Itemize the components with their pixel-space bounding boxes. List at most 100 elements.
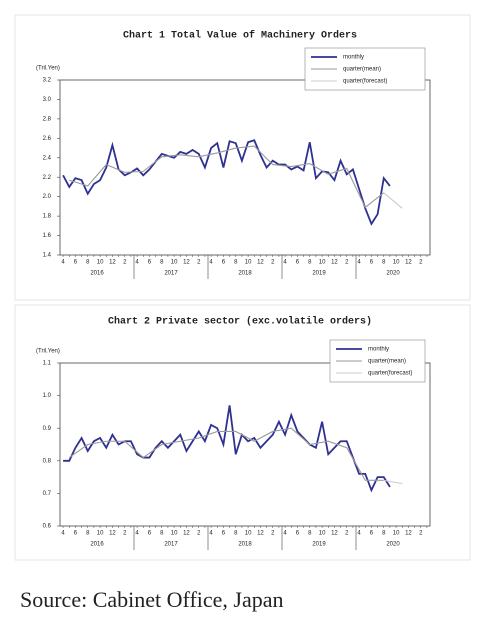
x-tick-label: 2 — [271, 531, 275, 537]
x-tick-label: 12 — [109, 531, 116, 537]
x-tick-label: 8 — [308, 260, 312, 266]
chart-title: Chart 2 Private sector (exc.volatile ord… — [108, 316, 372, 328]
group-label: 2018 — [238, 542, 252, 548]
source: Source: Cabinet Office, Japan — [20, 587, 284, 612]
group-label: 2016 — [90, 542, 104, 548]
x-tick-label: 4 — [283, 260, 287, 266]
x-tick-label: 6 — [296, 531, 300, 537]
legend-label: quarter(forecast) — [368, 371, 412, 377]
series-line — [63, 405, 391, 493]
x-tick-label: 2 — [123, 531, 127, 537]
y-tick-label: 2.2 — [43, 175, 52, 181]
x-tick-label: 4 — [209, 531, 213, 537]
y-tick-label: 2.0 — [43, 194, 52, 200]
x-tick-label: 2 — [419, 260, 423, 266]
legend-label: quarter(mean) — [343, 67, 381, 73]
chart-frame — [14, 14, 471, 301]
y-axis-label: (Tril.Yen) — [36, 66, 60, 72]
series-line — [383, 192, 403, 209]
y-tick-label: 0.8 — [43, 458, 52, 464]
x-tick-label: 12 — [331, 260, 338, 266]
x-tick-label: 4 — [61, 531, 65, 537]
x-tick-label: 10 — [319, 260, 326, 266]
x-tick-label: 12 — [257, 531, 264, 537]
x-tick-label: 8 — [86, 531, 90, 537]
series-line — [68, 427, 384, 481]
group-label: 2020 — [386, 271, 400, 277]
x-tick-label: 6 — [222, 260, 226, 266]
x-tick-label: 12 — [405, 260, 412, 266]
x-tick-label: 4 — [135, 260, 139, 266]
x-tick-label: 2 — [197, 531, 201, 537]
x-tick-label: 2 — [197, 260, 201, 266]
x-tick-label: 12 — [331, 531, 338, 537]
y-tick-label: 3.0 — [43, 97, 52, 103]
x-tick-label: 10 — [97, 260, 104, 266]
x-tick-label: 6 — [148, 260, 152, 266]
x-tick-label: 4 — [135, 531, 139, 537]
x-tick-label: 6 — [74, 531, 78, 537]
x-tick-label: 4 — [61, 260, 65, 266]
x-tick-label: 4 — [357, 531, 361, 537]
legend-label: quarter(forecast) — [343, 79, 387, 85]
y-tick-label: 0.6 — [43, 524, 52, 530]
group-label: 2020 — [386, 542, 400, 548]
group-label: 2017 — [164, 542, 178, 548]
legend-label: monthly — [343, 55, 364, 61]
x-tick-label: 2 — [271, 260, 275, 266]
y-tick-label: 1.4 — [43, 253, 52, 259]
legend-label: monthly — [368, 347, 389, 353]
x-tick-label: 8 — [234, 260, 238, 266]
x-tick-label: 8 — [86, 260, 90, 266]
y-tick-label: 2.4 — [43, 155, 52, 161]
x-tick-label: 10 — [97, 531, 104, 537]
x-tick-label: 12 — [109, 260, 116, 266]
x-tick-label: 8 — [382, 531, 386, 537]
x-tick-label: 4 — [357, 260, 361, 266]
x-tick-label: 2 — [345, 531, 349, 537]
x-tick-label: 2 — [123, 260, 127, 266]
x-tick-label: 12 — [183, 260, 190, 266]
x-tick-label: 10 — [171, 260, 178, 266]
y-tick-label: 2.6 — [43, 136, 52, 142]
x-tick-label: 6 — [370, 531, 374, 537]
group-label: 2017 — [164, 271, 178, 277]
series-line — [69, 145, 385, 209]
x-tick-label: 4 — [209, 260, 213, 266]
y-tick-label: 0.7 — [43, 491, 52, 497]
x-tick-label: 6 — [222, 531, 226, 537]
y-tick-label: 1.0 — [43, 393, 52, 399]
x-tick-label: 8 — [160, 531, 164, 537]
x-tick-label: 10 — [245, 260, 252, 266]
y-tick-label: 3.2 — [43, 78, 52, 84]
x-tick-label: 12 — [405, 531, 412, 537]
plot-area — [59, 362, 431, 527]
y-tick-label: 2.8 — [43, 116, 52, 122]
plot-area — [59, 79, 431, 256]
x-tick-label: 12 — [257, 260, 264, 266]
y-tick-label: 1.6 — [43, 233, 52, 239]
x-tick-label: 4 — [283, 531, 287, 537]
x-tick-label: 12 — [183, 531, 190, 537]
series-line — [62, 139, 391, 226]
x-tick-label: 8 — [382, 260, 386, 266]
x-tick-label: 2 — [419, 531, 423, 537]
series-line — [383, 479, 403, 485]
x-tick-label: 10 — [245, 531, 252, 537]
x-tick-label: 10 — [319, 531, 326, 537]
x-tick-label: 6 — [148, 531, 152, 537]
x-tick-label: 6 — [370, 260, 374, 266]
chart-frame — [14, 304, 471, 561]
group-label: 2018 — [238, 271, 252, 277]
x-tick-label: 8 — [234, 531, 238, 537]
x-tick-label: 6 — [296, 260, 300, 266]
chart-title: Chart 1 Total Value of Machinery Orders — [123, 30, 357, 42]
group-label: 2016 — [90, 271, 104, 277]
legend-label: quarter(mean) — [368, 359, 406, 365]
y-axis-label: (Tril.Yen) — [36, 349, 60, 355]
y-tick-label: 1.1 — [43, 361, 52, 367]
x-tick-label: 10 — [393, 531, 400, 537]
x-tick-label: 10 — [171, 531, 178, 537]
